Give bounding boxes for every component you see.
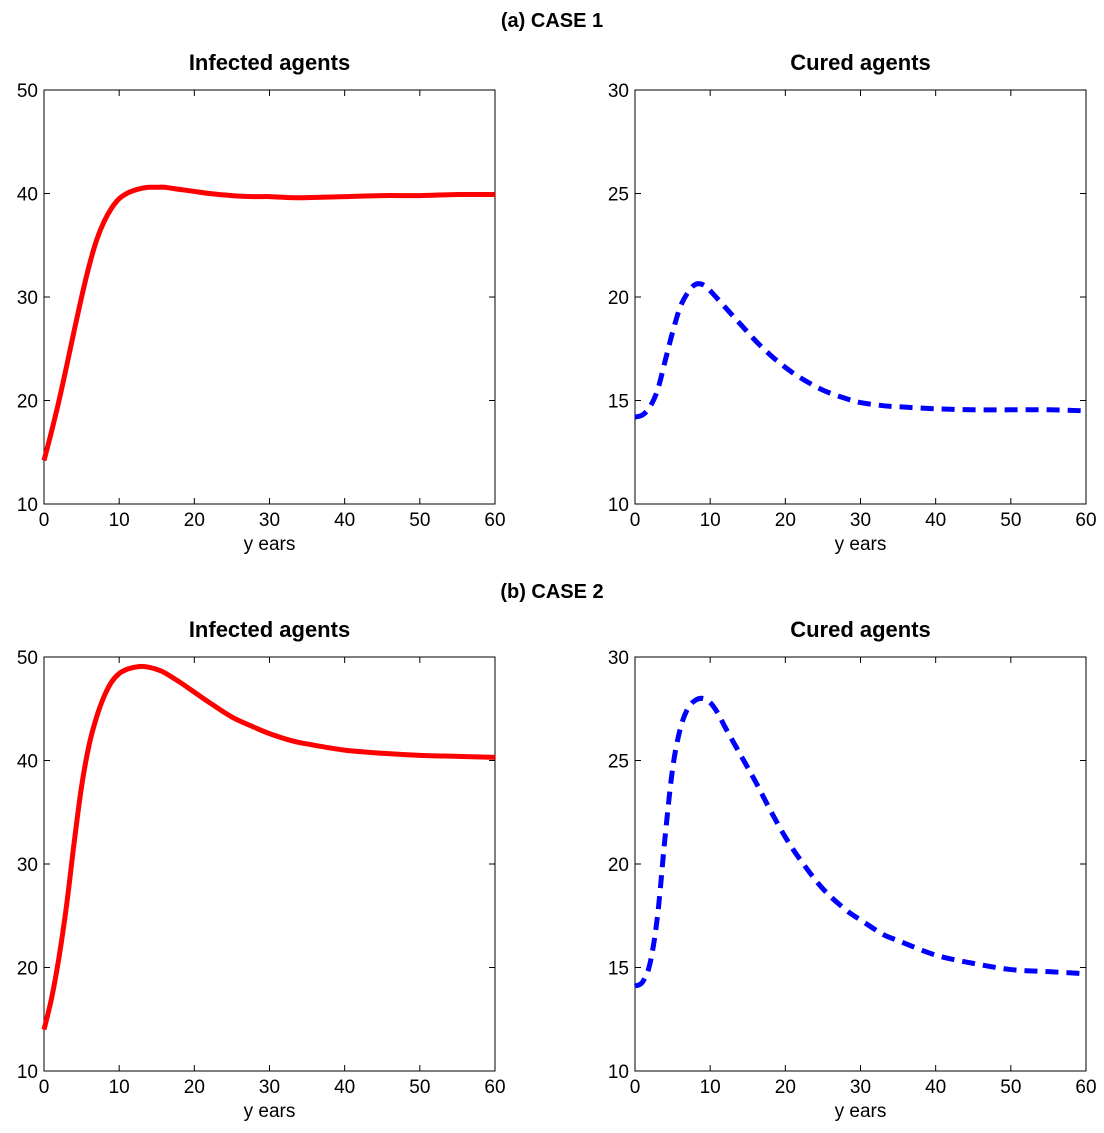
y-tick-label: 30 (17, 855, 38, 876)
x-tick-label: 60 (1075, 510, 1096, 531)
y-tick-label: 10 (608, 495, 629, 516)
x-tick-label: 40 (925, 510, 946, 531)
x-tick-label: 60 (1075, 1077, 1096, 1098)
x-tick-label: 0 (630, 510, 641, 531)
x-tick-label: 40 (925, 1077, 946, 1098)
y-tick-label: 20 (17, 959, 38, 980)
x-tick-label: 0 (39, 1077, 50, 1098)
series-line (633, 695, 1087, 989)
x-axis-label: y ears (835, 534, 887, 555)
panel-title: Cured agents (790, 617, 931, 642)
panel-title: Cured agents (790, 50, 931, 75)
series-line (41, 663, 496, 1031)
y-tick-label: 30 (17, 288, 38, 309)
y-tick-label: 30 (608, 81, 629, 102)
y-tick-label: 10 (608, 1062, 629, 1083)
x-tick-label: 50 (1000, 510, 1021, 531)
series-line (41, 184, 496, 462)
x-tick-label: 60 (484, 510, 505, 531)
x-tick-label: 10 (109, 510, 130, 531)
x-axis-label: y ears (244, 534, 296, 555)
x-tick-label: 20 (775, 1077, 796, 1098)
plot-frame (43, 89, 496, 505)
x-tick-label: 40 (334, 1077, 355, 1098)
y-tick-label: 10 (17, 1062, 38, 1083)
x-tick-label: 10 (700, 1077, 721, 1098)
case-title-a: (a) CASE 1 (501, 10, 603, 32)
y-tick-label: 20 (17, 392, 38, 413)
y-tick-label: 15 (608, 959, 629, 980)
y-tick-label: 25 (608, 752, 629, 773)
x-tick-label: 20 (184, 510, 205, 531)
x-tick-label: 20 (775, 510, 796, 531)
x-tick-label: 30 (850, 510, 871, 531)
plot-frame (634, 656, 1087, 1072)
x-tick-label: 30 (259, 1077, 280, 1098)
panel-title: Infected agents (189, 617, 350, 642)
x-tick-label: 0 (630, 1077, 641, 1098)
y-tick-label: 50 (17, 648, 38, 669)
x-tick-label: 30 (850, 1077, 871, 1098)
x-tick-label: 50 (409, 510, 430, 531)
y-tick-label: 20 (608, 855, 629, 876)
x-tick-label: 40 (334, 510, 355, 531)
y-tick-label: 40 (17, 752, 38, 773)
plot-frame (634, 89, 1087, 505)
panel-title: Infected agents (189, 50, 350, 75)
y-tick-label: 50 (17, 81, 38, 102)
x-tick-label: 50 (1000, 1077, 1021, 1098)
y-tick-label: 10 (17, 495, 38, 516)
x-tick-label: 30 (259, 510, 280, 531)
x-axis-label: y ears (835, 1101, 887, 1122)
x-axis-label: y ears (244, 1101, 296, 1122)
x-tick-label: 20 (184, 1077, 205, 1098)
y-tick-label: 25 (608, 185, 629, 206)
x-tick-label: 50 (409, 1077, 430, 1098)
x-tick-label: 10 (700, 510, 721, 531)
x-tick-label: 60 (484, 1077, 505, 1098)
y-tick-label: 15 (608, 392, 629, 413)
y-tick-label: 20 (608, 288, 629, 309)
y-tick-label: 30 (608, 648, 629, 669)
plot-frame (43, 656, 496, 1072)
x-tick-label: 0 (39, 510, 50, 531)
case-title-b: (b) CASE 2 (500, 581, 603, 603)
x-tick-label: 10 (109, 1077, 130, 1098)
series-line (634, 281, 1087, 420)
y-tick-label: 40 (17, 185, 38, 206)
